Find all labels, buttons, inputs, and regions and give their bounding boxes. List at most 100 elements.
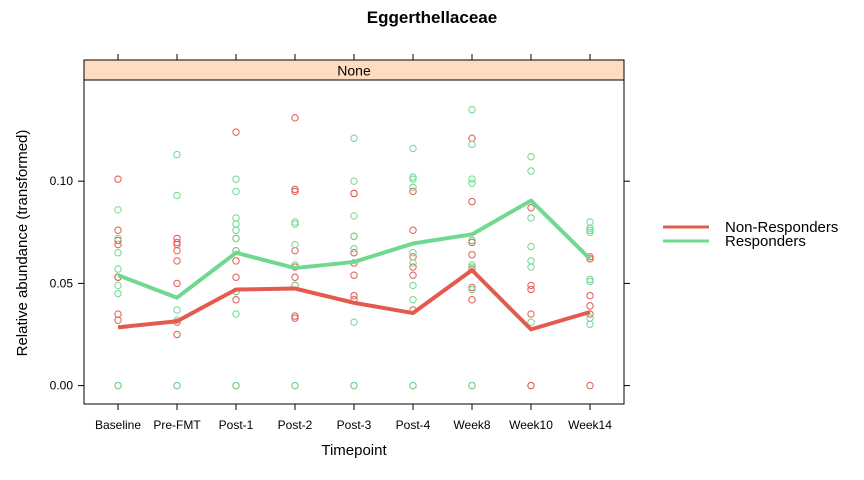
data-point <box>586 277 594 286</box>
data-point <box>586 314 594 322</box>
data-point <box>114 310 122 318</box>
data-point <box>232 310 240 318</box>
data-point <box>350 189 358 198</box>
data-point <box>409 226 417 234</box>
x-tick-label: Post-2 <box>278 418 313 432</box>
data-point <box>468 179 476 187</box>
data-point <box>291 314 299 322</box>
data-point <box>232 296 240 304</box>
data-point <box>291 240 299 249</box>
data-point <box>350 249 358 257</box>
data-point <box>468 381 476 390</box>
data-point <box>291 185 299 194</box>
data-point <box>114 234 122 243</box>
data-point <box>291 273 299 281</box>
data-point <box>173 279 181 288</box>
data-point <box>291 312 299 320</box>
data-point <box>527 152 535 161</box>
data-point <box>350 177 358 185</box>
data-point <box>173 306 181 314</box>
data-point <box>114 206 122 214</box>
data-point <box>409 263 417 271</box>
data-point <box>350 291 358 300</box>
data-point <box>114 381 122 390</box>
y-axis-label: Relative abundance (transformed) <box>14 130 31 357</box>
data-point <box>468 238 476 247</box>
data-point <box>409 144 417 153</box>
data-point <box>468 197 476 206</box>
data-point <box>232 257 240 265</box>
data-point <box>527 285 535 294</box>
data-point <box>409 259 417 267</box>
data-point <box>350 381 358 390</box>
data-point <box>173 191 181 200</box>
data-point <box>468 175 476 183</box>
data-point <box>291 114 299 122</box>
data-point <box>527 281 535 290</box>
data-point <box>468 283 476 292</box>
data-point <box>291 381 299 390</box>
y-tick-label: 0.05 <box>50 276 74 290</box>
y-axis: 0.00 0.05 0.10 <box>50 174 630 393</box>
x-axis-label: Timepoint <box>321 442 387 459</box>
data-point <box>291 218 299 226</box>
data-point <box>409 296 417 304</box>
x-axis: Baseline Pre-FMT Post-1 Post-2 Post-3 Post-4 W… <box>95 54 612 432</box>
data-point <box>409 281 417 290</box>
y-tick-label: 0.00 <box>50 379 74 393</box>
data-point <box>468 105 476 114</box>
data-point <box>586 228 594 236</box>
data-point <box>232 226 240 234</box>
data-point <box>232 214 240 222</box>
data-point <box>586 255 594 263</box>
data-point <box>409 187 417 196</box>
y-tick-label: 0.10 <box>50 174 74 188</box>
data-point <box>409 183 417 192</box>
x-tick-label: Post-3 <box>337 418 372 432</box>
mean-lines <box>117 198 592 332</box>
data-point <box>350 244 358 253</box>
x-tick-label: Week10 <box>509 418 553 432</box>
data-point <box>409 173 417 181</box>
panel-strip-label: None <box>337 63 371 79</box>
data-point <box>173 238 181 247</box>
data-point <box>173 381 181 390</box>
data-point <box>350 318 358 326</box>
plot-area <box>83 79 625 405</box>
data-point <box>527 257 535 265</box>
legend-label: Non-Responders <box>725 219 838 236</box>
data-point <box>409 271 417 279</box>
data-point <box>173 330 181 339</box>
data-point <box>586 218 594 226</box>
data-point <box>527 214 535 222</box>
data-point <box>114 236 122 245</box>
data-point <box>291 220 299 228</box>
series-line <box>117 198 592 300</box>
data-point <box>350 232 358 241</box>
x-tick-label: Post-4 <box>396 418 431 432</box>
data-point <box>527 242 535 251</box>
data-point <box>409 175 417 183</box>
data-point <box>350 212 358 220</box>
data-point <box>114 265 122 273</box>
data-point <box>232 273 240 281</box>
data-point <box>586 224 594 232</box>
data-point <box>468 296 476 304</box>
chart-title: Eggerthellaceae <box>367 8 497 27</box>
data-point <box>173 257 181 265</box>
data-point <box>232 381 240 390</box>
data-point <box>527 318 535 326</box>
data-point <box>291 187 299 196</box>
x-tick-label: Week14 <box>568 418 612 432</box>
data-point <box>114 281 122 290</box>
data-point <box>350 134 358 142</box>
data-point <box>527 263 535 271</box>
data-point <box>586 320 594 328</box>
legend-label: Responders <box>725 233 806 250</box>
data-point <box>232 175 240 183</box>
data-point <box>586 291 594 300</box>
data-point <box>114 240 122 249</box>
data-point <box>409 249 417 257</box>
